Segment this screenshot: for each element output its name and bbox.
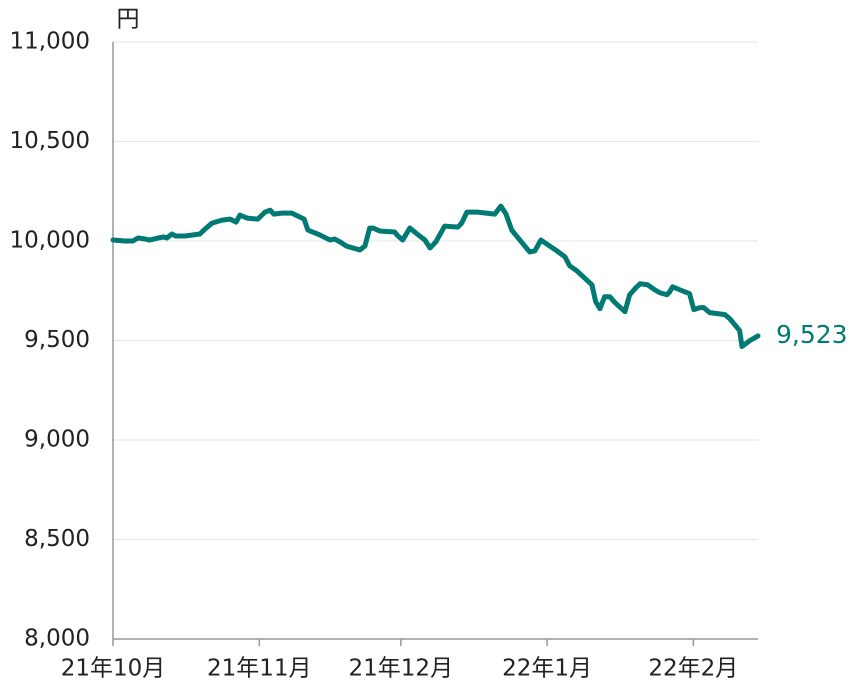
end-label: 9,523 bbox=[776, 320, 848, 349]
y-tick-label: 8,000 bbox=[24, 626, 90, 652]
x-tick-label: 22年1月 bbox=[502, 656, 592, 682]
y-tick-label: 10,000 bbox=[10, 228, 90, 254]
y-unit: 円 bbox=[117, 7, 140, 33]
y-tick-label: 9,000 bbox=[24, 427, 90, 453]
x-tick-label: 22年2月 bbox=[648, 656, 738, 682]
x-tick-label: 21年11月 bbox=[207, 656, 312, 682]
y-tick-label: 8,500 bbox=[24, 526, 90, 552]
y-tick-label: 9,500 bbox=[24, 327, 90, 353]
y-tick-label: 10,500 bbox=[10, 128, 90, 154]
x-tick-label: 21年12月 bbox=[349, 656, 454, 682]
y-tick-label: 11,000 bbox=[10, 29, 90, 55]
x-tick-label: 21年10月 bbox=[61, 656, 166, 682]
line bbox=[110, 203, 761, 349]
